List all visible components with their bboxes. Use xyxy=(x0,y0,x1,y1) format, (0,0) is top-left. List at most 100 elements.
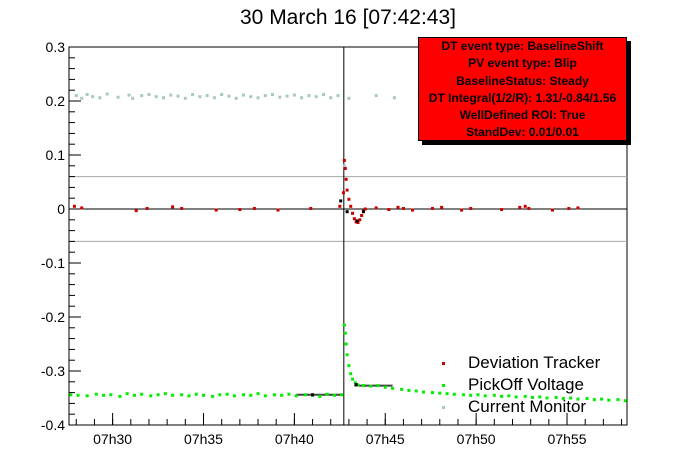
point-pickoff-voltage xyxy=(369,384,373,388)
point-current-monitor xyxy=(220,93,224,97)
y-tick-label: 0 xyxy=(57,201,65,217)
point-pickoff-voltage xyxy=(125,392,129,396)
point-pickoff-voltage xyxy=(600,397,604,401)
point-pickoff-voltage xyxy=(187,394,191,398)
y-tick-label: 0.3 xyxy=(46,39,66,55)
point-deviation-tracker xyxy=(527,206,531,210)
point-pickoff-voltage xyxy=(607,398,611,402)
point-pickoff-voltage xyxy=(340,393,344,397)
point-deviation-tracker xyxy=(80,206,84,210)
point-pickoff-voltage xyxy=(156,393,160,397)
point-pickoff-voltage xyxy=(332,393,336,397)
point-current-monitor xyxy=(256,96,260,100)
point-current-monitor xyxy=(183,96,187,100)
point-pickoff-voltage xyxy=(623,399,627,403)
point-pickoff-voltage xyxy=(241,393,245,397)
point-current-monitor xyxy=(336,94,340,98)
point-deviation-tracker xyxy=(431,206,435,210)
x-tick-label: 07h45 xyxy=(366,431,405,447)
point-pickoff-voltage xyxy=(407,388,411,392)
point-deviation-tracker xyxy=(352,217,356,221)
legend-item-pickoff-voltage: PickOff Voltage xyxy=(440,374,630,396)
point-pickoff-voltage xyxy=(85,394,89,398)
point-pickoff-voltage xyxy=(256,392,260,396)
chart-legend: Deviation Tracker PickOff Voltage Curren… xyxy=(440,352,630,418)
point-pickoff-voltage xyxy=(400,387,404,391)
info-line-standdev: StandDev: 0.01/0.01 xyxy=(466,125,579,140)
point-deviation-tracker xyxy=(500,208,504,212)
point-pickoff-voltage xyxy=(554,395,558,399)
point-pickoff-voltage xyxy=(452,392,456,396)
point-deviation-tracker xyxy=(171,205,175,209)
point-pickoff-voltage xyxy=(616,398,620,402)
point-current-monitor xyxy=(191,93,195,97)
point-deviation-tracker xyxy=(338,204,342,208)
point-pickoff-voltage xyxy=(569,396,573,400)
legend-label: PickOff Voltage xyxy=(468,375,584,394)
point-pickoff-voltage xyxy=(576,397,580,401)
point-deviation-tracker xyxy=(411,208,415,212)
point-current-monitor xyxy=(342,164,346,168)
y-tick-label: 0.2 xyxy=(46,93,66,109)
point-deviation-tracker xyxy=(401,206,405,210)
point-current-monitor xyxy=(80,96,84,100)
point-current-monitor xyxy=(227,94,231,98)
point-deviation-tracker xyxy=(351,211,355,215)
point-current-monitor xyxy=(212,96,216,100)
point-deviation-tracker xyxy=(180,206,184,210)
point-deviation-tracker xyxy=(576,206,580,210)
point-pickoff-voltage xyxy=(132,393,136,397)
y-tick-label: 0.1 xyxy=(46,147,66,163)
point-current-monitor xyxy=(85,93,89,97)
point-deviation-tracker xyxy=(460,208,464,212)
x-tick-label: 07h35 xyxy=(184,431,223,447)
fit-marker xyxy=(354,383,358,386)
point-pickoff-voltage xyxy=(476,393,480,397)
point-current-monitor xyxy=(176,94,180,98)
point-deviation-tracker xyxy=(363,207,367,211)
point-current-monitor xyxy=(162,96,166,100)
point-pickoff-voltage xyxy=(445,392,449,396)
point-current-monitor xyxy=(169,93,173,97)
legend-marker-current-monitor xyxy=(442,406,445,409)
point-current-monitor xyxy=(285,94,289,98)
point-deviation-tracker xyxy=(469,206,473,210)
info-line-welldefined-roi: WellDefined ROI: True xyxy=(459,108,586,123)
point-current-monitor xyxy=(374,94,378,98)
point-pickoff-voltage xyxy=(325,392,329,396)
point-pickoff-voltage xyxy=(414,389,418,393)
x-tick-label: 07h50 xyxy=(457,431,496,447)
point-deviation-tracker xyxy=(341,191,345,195)
point-current-monitor xyxy=(131,96,135,100)
point-pickoff-voltage xyxy=(280,393,284,397)
point-deviation-tracker xyxy=(396,205,400,209)
point-pickoff-voltage xyxy=(249,393,253,397)
point-pickoff-voltage xyxy=(538,395,542,399)
chart-title: 30 March 16 [07:42:43] xyxy=(240,6,456,29)
point-pickoff-voltage xyxy=(102,393,106,397)
point-current-monitor xyxy=(105,92,109,96)
point-current-monitor xyxy=(205,94,209,98)
point-deviation-tracker xyxy=(276,208,280,212)
point-pickoff-voltage xyxy=(353,381,357,385)
fit-marker xyxy=(345,210,349,214)
point-deviation-tracker xyxy=(344,177,348,181)
point-deviation-tracker xyxy=(550,208,554,212)
point-current-monitor xyxy=(314,95,318,99)
point-current-monitor xyxy=(147,93,151,97)
point-pickoff-voltage xyxy=(469,393,473,397)
point-pickoff-voltage xyxy=(294,394,298,398)
fit-marker xyxy=(339,199,343,203)
point-current-monitor xyxy=(140,94,144,98)
info-line-dt-event-type: DT event type: BaselineShift xyxy=(441,39,604,53)
point-pickoff-voltage xyxy=(530,395,534,399)
point-pickoff-voltage xyxy=(376,384,380,388)
point-current-monitor xyxy=(154,95,158,99)
point-pickoff-voltage xyxy=(140,392,144,396)
point-pickoff-voltage xyxy=(303,393,307,397)
point-current-monitor xyxy=(198,95,202,99)
point-deviation-tracker xyxy=(358,218,362,222)
x-tick-label: 07h40 xyxy=(275,431,314,447)
point-pickoff-voltage xyxy=(421,390,425,394)
point-pickoff-voltage xyxy=(194,392,198,396)
